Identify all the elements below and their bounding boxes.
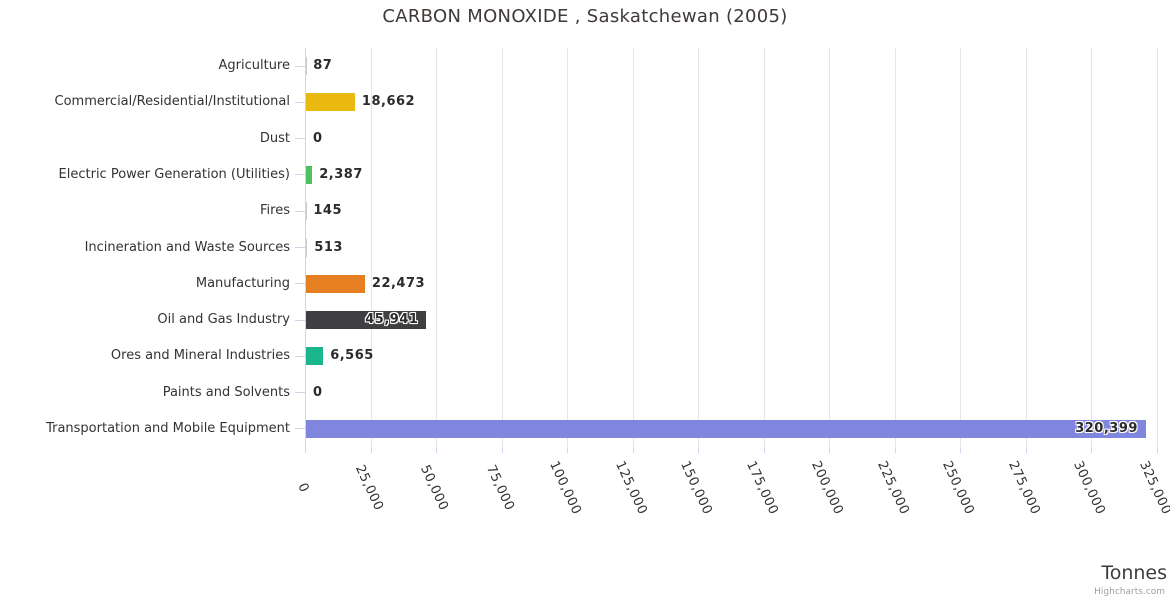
x-axis-tick-label: 150,000 xyxy=(677,458,716,518)
category-label: Manufacturing xyxy=(195,275,290,291)
x-axis-tick xyxy=(436,447,438,453)
bar-value-label: 513 xyxy=(314,239,343,255)
bar[interactable] xyxy=(306,238,308,257)
x-axis-tick xyxy=(632,447,634,453)
category-label: Paints and Solvents xyxy=(162,384,290,400)
x-axis-tick-label: 0 xyxy=(294,480,312,496)
category-tick xyxy=(295,247,305,248)
y-axis-line xyxy=(305,48,306,447)
category-label: Fires xyxy=(260,203,290,219)
bar[interactable] xyxy=(306,93,355,112)
x-axis-tick xyxy=(370,447,372,453)
category-tick xyxy=(295,392,305,394)
gridline xyxy=(1157,48,1158,447)
bar-value-label: 87 xyxy=(313,58,333,74)
category-tick xyxy=(295,210,305,212)
bar-value-label: 22,473 xyxy=(371,275,426,291)
gridline xyxy=(436,48,438,447)
x-axis-tick xyxy=(698,447,700,453)
bar-value-label: 320,399 xyxy=(1075,420,1138,436)
gridline xyxy=(763,48,765,447)
x-axis-tick-label: 200,000 xyxy=(808,458,847,518)
bar[interactable] xyxy=(306,419,1146,438)
gridline xyxy=(1091,48,1093,447)
bar-value-label: 145 xyxy=(313,203,343,219)
x-axis-tick-label: 225,000 xyxy=(873,458,912,518)
gridline xyxy=(632,48,634,447)
bar-value-label: 0 xyxy=(313,384,323,400)
gridline xyxy=(1025,48,1027,447)
x-axis-title: Tonnes xyxy=(1101,562,1167,584)
gridline xyxy=(894,48,896,447)
x-axis-tick xyxy=(1091,447,1093,453)
category-label: Dust xyxy=(259,130,290,146)
x-axis-tick xyxy=(501,447,503,453)
category-label: Electric Power Generation (Utilities) xyxy=(58,166,290,182)
gridline xyxy=(829,48,831,447)
x-axis-tick xyxy=(1157,447,1158,453)
x-axis-tick xyxy=(305,447,306,453)
x-axis-tick-label: 325,000 xyxy=(1136,458,1170,518)
x-axis-tick-label: 75,000 xyxy=(482,462,517,514)
bar[interactable] xyxy=(306,347,324,366)
bar-value-label: 2,387 xyxy=(319,166,363,182)
bar-value-label: 0 xyxy=(313,130,323,146)
category-tick xyxy=(295,355,305,357)
highcharts-credits-link[interactable]: Highcharts.com xyxy=(1094,587,1165,597)
gridline xyxy=(698,48,700,447)
category-tick xyxy=(295,319,305,321)
category-tick xyxy=(295,65,305,67)
x-axis-tick xyxy=(567,447,569,453)
x-axis-tick-label: 50,000 xyxy=(417,462,452,514)
bar-value-label: 18,662 xyxy=(361,94,416,110)
x-axis-tick xyxy=(763,447,765,453)
bar-value-label: 6,565 xyxy=(330,348,374,364)
x-axis-tick xyxy=(960,447,962,453)
x-axis-tick-label: 175,000 xyxy=(742,458,781,518)
bar[interactable] xyxy=(306,274,365,293)
bar-value-label: 45,941 xyxy=(365,312,419,328)
chart-title: CARBON MONOXIDE , Saskatchewan (2005) xyxy=(382,6,788,27)
x-axis-tick-label: 100,000 xyxy=(546,458,585,518)
category-tick xyxy=(295,174,305,176)
category-label: Ores and Mineral Industries xyxy=(110,348,290,364)
category-label: Incineration and Waste Sources xyxy=(84,239,290,255)
x-axis-tick xyxy=(1025,447,1027,453)
x-axis-tick xyxy=(829,447,831,453)
x-axis-tick-label: 275,000 xyxy=(1005,458,1043,518)
x-axis-tick-label: 25,000 xyxy=(351,462,386,514)
category-label: Agriculture xyxy=(218,58,291,74)
category-label: Oil and Gas Industry xyxy=(157,312,290,328)
category-tick xyxy=(295,138,305,140)
x-axis-tick xyxy=(894,447,896,453)
x-axis-tick-label: 250,000 xyxy=(939,458,978,518)
category-label: Transportation and Mobile Equipment xyxy=(46,420,290,436)
gridline xyxy=(960,48,962,447)
bar[interactable] xyxy=(306,165,313,184)
gridline xyxy=(567,48,569,447)
category-label: Commercial/Residential/Institutional xyxy=(54,94,291,110)
gridline xyxy=(501,48,503,447)
category-tick xyxy=(295,283,305,285)
x-axis-tick-label: 300,000 xyxy=(1070,458,1109,518)
bar[interactable] xyxy=(306,311,427,330)
category-tick xyxy=(295,101,305,103)
category-tick xyxy=(295,428,305,430)
x-axis-tick-label: 125,000 xyxy=(611,458,650,518)
gridline xyxy=(370,48,372,447)
